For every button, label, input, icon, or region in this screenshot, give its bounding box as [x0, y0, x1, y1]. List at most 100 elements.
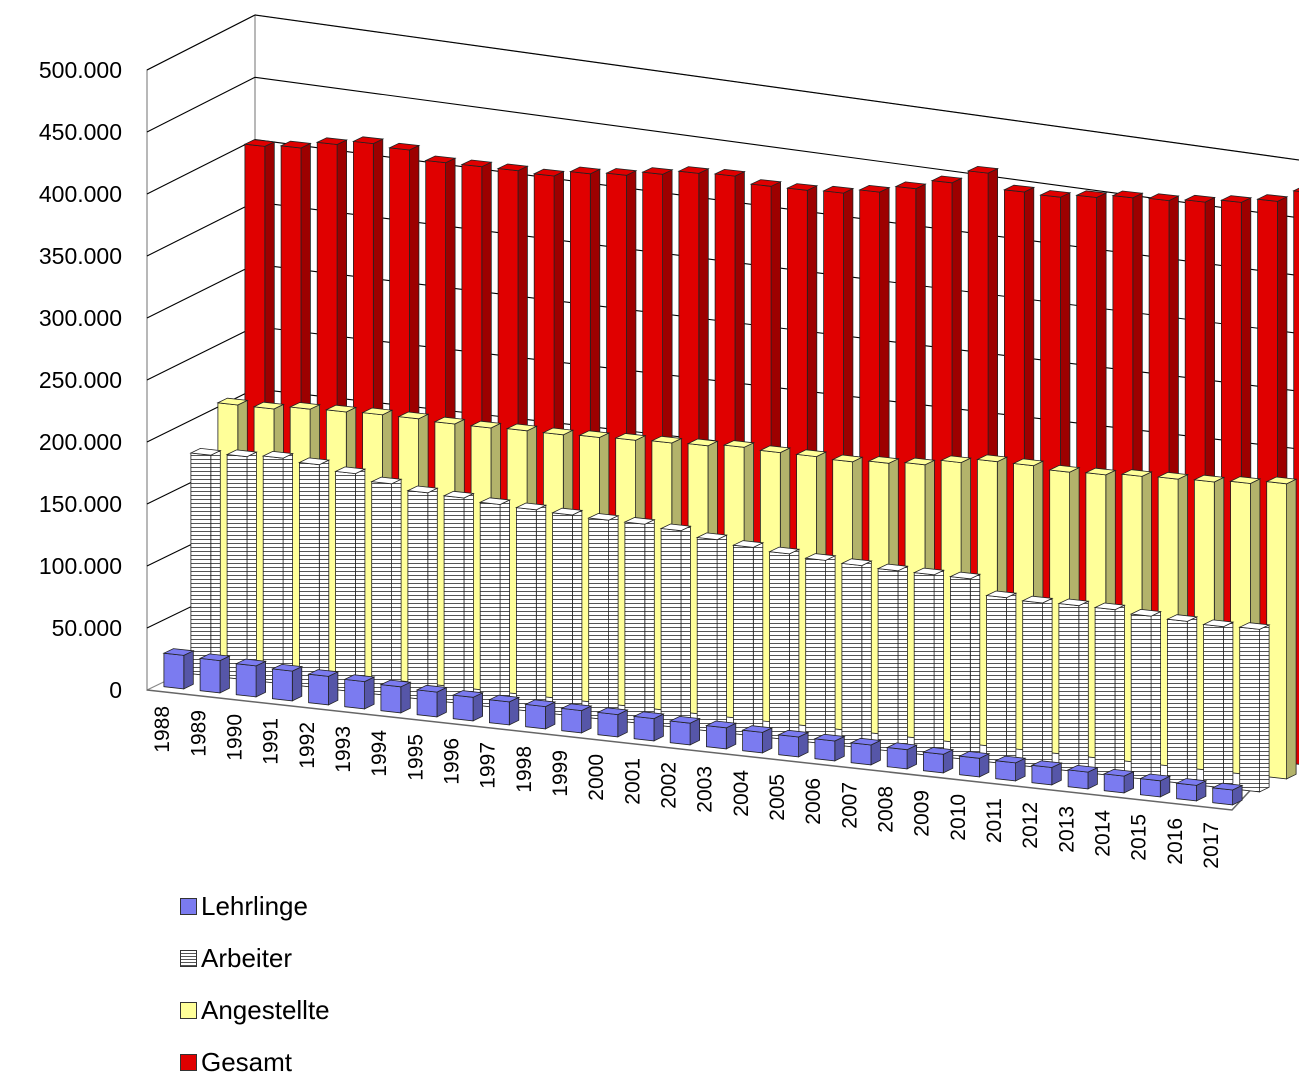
bar-top: [469, 420, 502, 429]
x-tick-label: 2007: [838, 782, 861, 829]
bar-lehrlinge-2007: [849, 737, 882, 766]
x-tick-label: 1994: [368, 730, 391, 777]
gridline-side: [146, 76, 256, 133]
bar-side: [644, 519, 655, 725]
gridline-side: [146, 201, 256, 257]
bar-side: [752, 542, 764, 737]
bar-lehrlinge-2000: [596, 707, 629, 738]
bar-top: [1265, 476, 1298, 485]
gridline-side: [146, 14, 256, 71]
y-axis-tick-labels: 0 50.000 100.000 150.000 200.000 250.000 300.0…: [39, 57, 122, 703]
bar-front: [1176, 782, 1197, 802]
bar-top: [985, 590, 1018, 599]
bar-front: [1203, 624, 1224, 789]
bar-front: [163, 652, 185, 690]
bar-arbeiter-2002: [695, 532, 729, 733]
bar-top: [1030, 760, 1063, 768]
bar-lehrlinge-2015: [1138, 773, 1172, 798]
legend-swatch: [180, 897, 197, 915]
bar-lehrlinge-1994: [379, 679, 412, 714]
bar-side: [183, 650, 194, 690]
x-tick-label: 1998: [513, 746, 536, 793]
bar-top: [451, 690, 485, 698]
bar-top: [225, 449, 258, 458]
bar-front: [1067, 769, 1089, 790]
x-tick-label: 2006: [802, 778, 825, 825]
bar-top: [867, 456, 900, 464]
bar-side: [282, 452, 294, 685]
bar-front: [380, 684, 402, 714]
bar-top: [1256, 194, 1289, 202]
bar-lehrlinge-2008: [885, 742, 919, 770]
bar-top: [912, 567, 946, 576]
bar-front: [633, 715, 655, 742]
bar-front: [1130, 613, 1152, 781]
bar-top: [261, 450, 295, 459]
bar-side: [499, 499, 511, 709]
bar-front: [235, 663, 257, 698]
legend-item: Arbeiter: [180, 932, 330, 984]
bar-top: [903, 457, 936, 466]
bar-lehrlinge-1988: [162, 648, 195, 690]
bar-lehrlinge-1996: [451, 690, 485, 722]
bar-front: [516, 507, 537, 713]
bar-lehrlinge-2003: [704, 720, 738, 750]
bar-front: [850, 742, 872, 766]
bar-front: [841, 562, 863, 749]
bar-front: [950, 576, 971, 761]
bar-top: [1229, 476, 1262, 484]
bar-side: [1006, 592, 1017, 765]
bar-front: [886, 747, 908, 770]
bar-side: [1150, 610, 1161, 781]
bar-top: [361, 407, 394, 416]
bar-lehrlinge-1998: [524, 699, 557, 730]
x-tick-label: 2001: [621, 758, 644, 805]
bar-side: [969, 573, 981, 761]
bar-arbeiter-2005: [804, 553, 837, 745]
bar-arbeiter-1994: [406, 485, 439, 701]
y-tick-label: 400.000: [39, 181, 122, 207]
bar-top: [524, 699, 557, 708]
bar-top: [487, 694, 521, 703]
bar-top: [388, 142, 421, 151]
x-tick-label: 2009: [911, 790, 934, 837]
bar-top: [1219, 195, 1253, 203]
bar-side: [680, 525, 691, 729]
bar-top: [1120, 469, 1153, 477]
bar-front: [561, 707, 582, 734]
bar-top: [315, 137, 349, 145]
x-tick-label: 1991: [260, 718, 283, 765]
bar-front: [1094, 607, 1116, 777]
x-tick-label: 1992: [296, 722, 319, 769]
bar-front: [1239, 626, 1260, 793]
bar-top: [840, 558, 873, 567]
bar-arbeiter-2016: [1202, 619, 1235, 789]
gridline-side: [146, 388, 256, 443]
bar-side: [1114, 604, 1125, 777]
bar-top: [921, 747, 955, 755]
legend-swatch: [180, 1001, 197, 1019]
bar-top: [695, 532, 729, 541]
x-tick-label: 2002: [657, 762, 680, 809]
bar-top: [641, 167, 674, 175]
x-tick-label: 2014: [1091, 810, 1114, 857]
bar-side: [463, 492, 474, 705]
bar-lehrlinge-2001: [632, 711, 665, 742]
bar-front: [805, 557, 826, 745]
legend: Lehrlinge Arbeiter Angestellte Gesamt: [180, 880, 330, 1088]
bar-arbeiter-2006: [840, 558, 873, 749]
bar-top: [433, 416, 466, 425]
bar-top: [1192, 474, 1226, 483]
bar-top: [351, 136, 385, 145]
bar-arbeiter-1989: [225, 449, 258, 681]
bar-top: [930, 175, 963, 184]
bar-top: [704, 720, 738, 729]
bar-side: [1223, 621, 1234, 789]
legend-label: Lehrlinge: [201, 890, 308, 921]
bar-top: [442, 490, 475, 499]
x-tick-label: 2004: [730, 770, 753, 817]
bar-top: [1138, 773, 1172, 782]
bar-top: [334, 466, 367, 475]
bar-top: [243, 139, 276, 147]
bar-top: [994, 755, 1027, 764]
